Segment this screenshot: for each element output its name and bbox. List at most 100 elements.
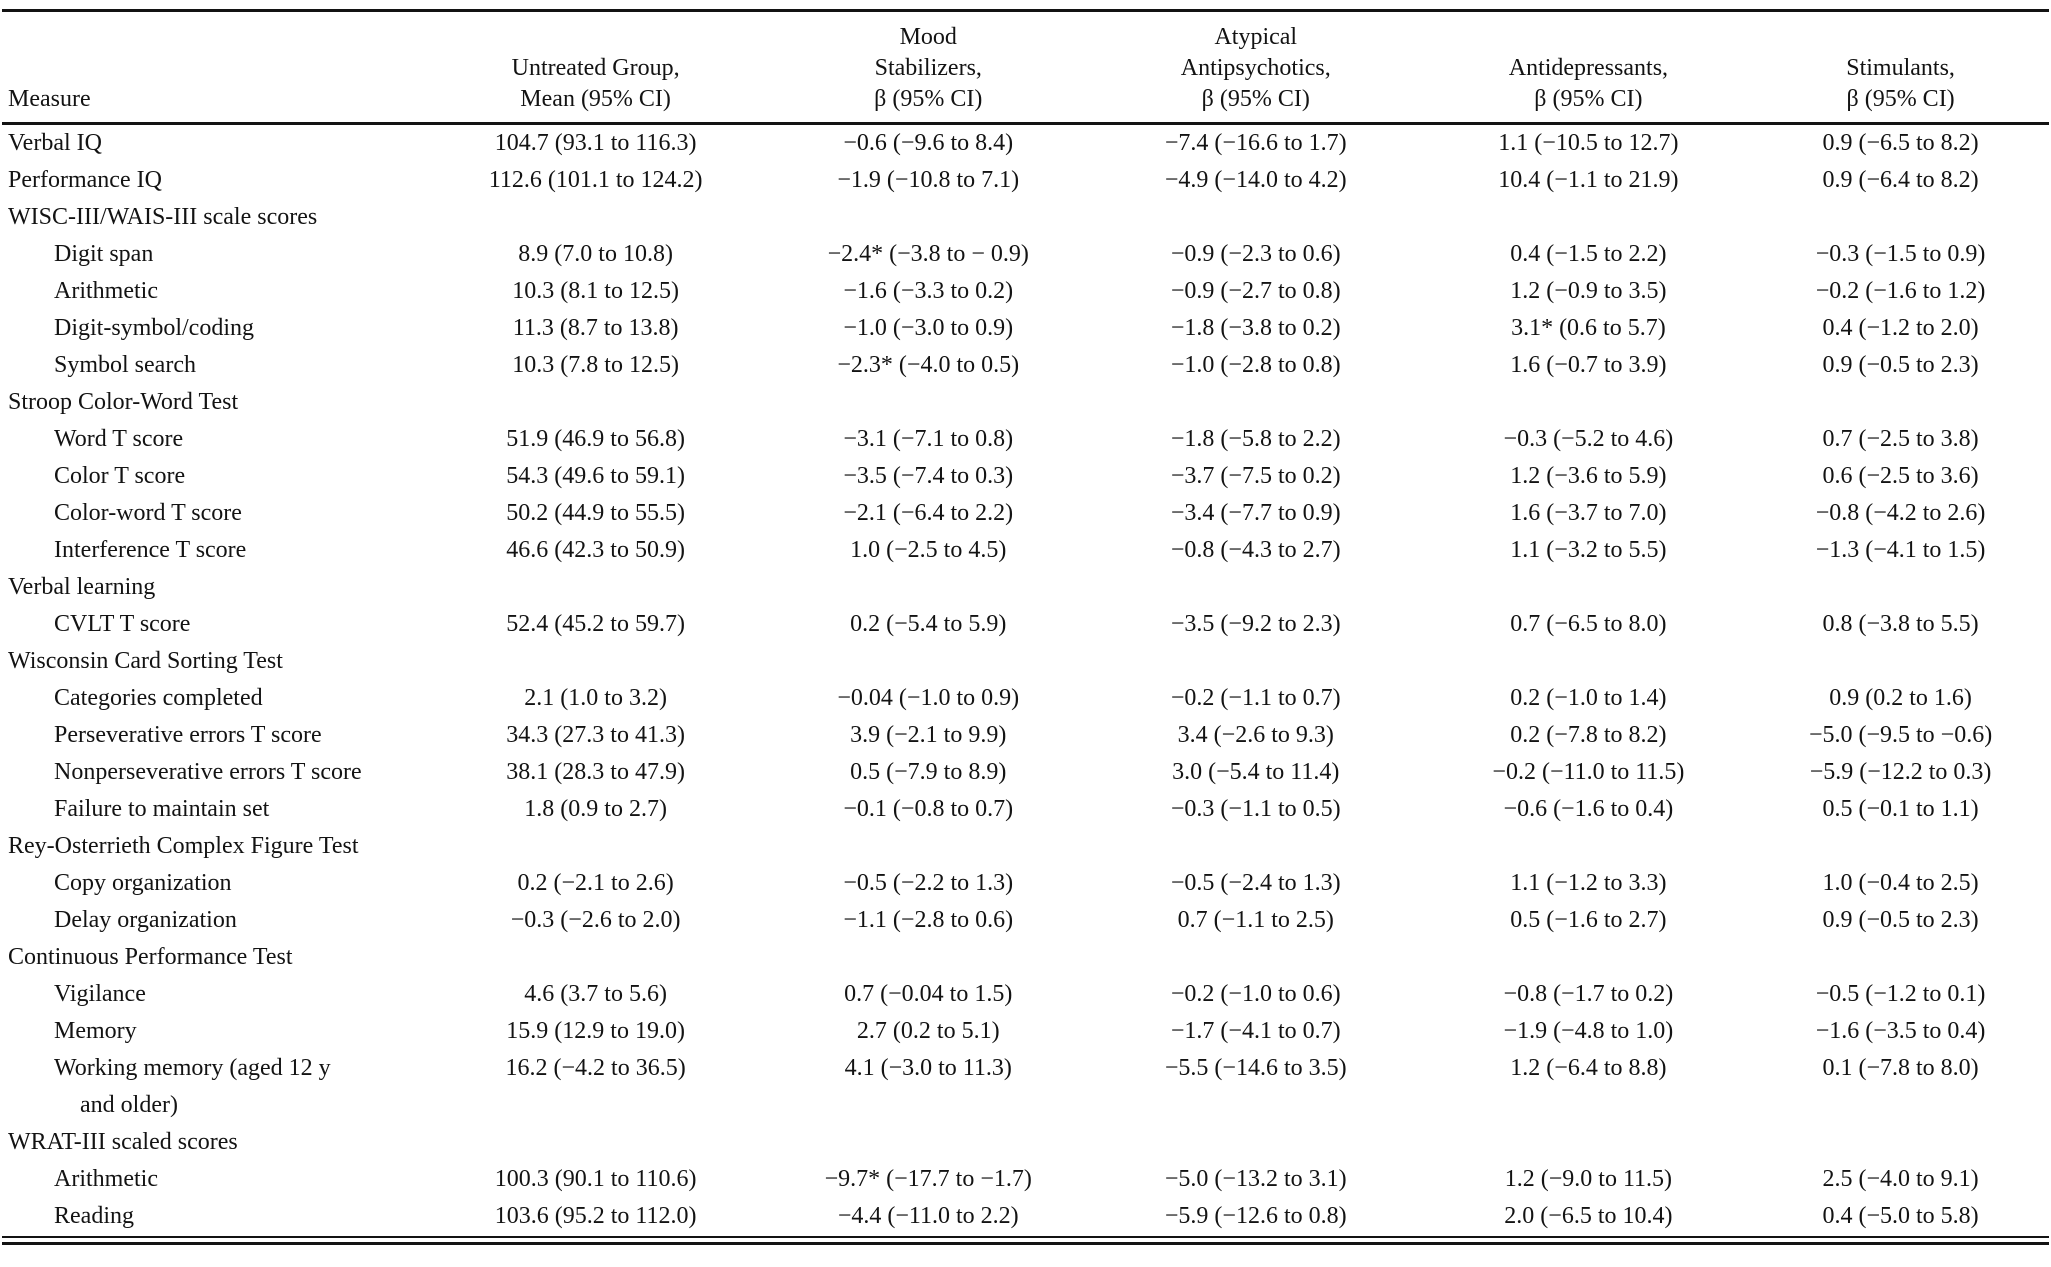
- table-row: Word T score 51.9 (46.9 to 56.8) −3.1 (−7.…: [2, 421, 2049, 458]
- value-cell: −1.3 (−4.1 to 1.5): [1815, 537, 1986, 563]
- measure-cell: Delay organization: [2, 902, 422, 939]
- value-cell: [770, 1124, 1087, 1161]
- table-bottom-rule: [2, 1236, 2049, 1245]
- value-cell: −3.1 (−7.1 to 0.8): [843, 426, 1014, 452]
- measure-label: Arithmetic: [54, 1166, 158, 1192]
- value-cell: 0.9 (0.2 to 1.6): [1829, 685, 1972, 711]
- value-cell: 46.6 (42.3 to 50.9): [506, 537, 685, 563]
- column-header: Mood Stabilizers, β (95% CI): [769, 10, 1087, 125]
- table-row: Nonperseverative errors T score 38.1 (28.…: [2, 754, 2049, 791]
- value-cell: 0.9 (−6.5 to 8.2): [1822, 130, 1979, 156]
- value-cell: −0.3 (−5.2 to 4.6): [1503, 426, 1674, 452]
- value-cell: 0.4 (−5.0 to 5.8): [1822, 1203, 1979, 1229]
- value-cell: 1.2 (−6.4 to 8.8): [1510, 1055, 1667, 1081]
- table-row: Verbal IQ 104.7 (93.1 to 116.3) −0.6 (−9.6…: [2, 124, 2049, 163]
- measure-cell: Arithmetic: [2, 1161, 422, 1198]
- value-cell: −5.9 (−12.6 to 0.8): [1164, 1203, 1347, 1229]
- section-row: Wisconsin Card Sorting Test: [2, 643, 2049, 680]
- measure-cell: Digit span: [2, 236, 422, 273]
- measure-cell: Arithmetic: [2, 273, 422, 310]
- measure-label: Copy organization: [54, 870, 232, 896]
- measure-cell: Digit-symbol/coding: [2, 310, 422, 347]
- table-row: Performance IQ 112.6 (101.1 to 124.2) −1.9…: [2, 162, 2049, 199]
- value-cell: 0.2 (−7.8 to 8.2): [1510, 722, 1667, 748]
- value-cell: 1.2 (−3.6 to 5.9): [1510, 463, 1667, 489]
- value-cell: 54.3 (49.6 to 59.1): [506, 463, 685, 489]
- table-row: Color T score 54.3 (49.6 to 59.1) −3.5 (−7…: [2, 458, 2049, 495]
- measure-label: Wisconsin Card Sorting Test: [8, 648, 283, 674]
- value-cell: 10.4 (−1.1 to 21.9): [1498, 167, 1679, 193]
- column-header-line: Mean (95% CI): [520, 86, 671, 112]
- value-cell: −5.0 (−13.2 to 3.1): [1164, 1166, 1347, 1192]
- table-row: Failure to maintain set 1.8 (0.9 to 2.7) −…: [2, 791, 2049, 828]
- value-cell: −9.7* (−17.7 to −1.7): [824, 1166, 1032, 1192]
- value-cell: −1.0 (−3.0 to 0.9): [843, 315, 1014, 341]
- measure-label: Reading: [54, 1203, 134, 1229]
- column-header-line: Antidepressants,: [1508, 55, 1669, 81]
- table-body: Verbal IQ 104.7 (93.1 to 116.3) −0.6 (−9.6…: [2, 124, 2049, 1236]
- value-cell: [1087, 199, 1425, 236]
- value-cell: [1752, 939, 2049, 976]
- value-cell: −0.9 (−2.3 to 0.6): [1170, 241, 1341, 267]
- measure-cell: Performance IQ: [2, 162, 422, 199]
- value-cell: 104.7 (93.1 to 116.3): [494, 130, 697, 156]
- table-row: Memory 15.9 (12.9 to 19.0) 2.7 (0.2 to 5.1…: [2, 1013, 2049, 1050]
- value-cell: −2.4* (−3.8 to − 0.9): [827, 241, 1029, 267]
- value-cell: 0.4 (−1.5 to 2.2): [1510, 241, 1667, 267]
- value-cell: [422, 199, 770, 236]
- value-cell: 3.1* (0.6 to 5.7): [1511, 315, 1666, 341]
- value-cell: −0.6 (−9.6 to 8.4): [843, 130, 1014, 156]
- value-cell: 112.6 (101.1 to 124.2): [488, 167, 703, 193]
- measure-label: Digit span: [54, 241, 154, 267]
- value-cell: 2.0 (−6.5 to 10.4): [1504, 1203, 1673, 1229]
- value-cell: 0.5 (−7.9 to 8.9): [850, 759, 1007, 785]
- measure-label: Verbal IQ: [8, 130, 102, 156]
- measure-label: Categories completed: [54, 685, 263, 711]
- measure-cell: Color T score: [2, 458, 422, 495]
- value-cell: 103.6 (95.2 to 112.0): [494, 1203, 697, 1229]
- value-cell: [1087, 384, 1425, 421]
- measure-cell: Word T score: [2, 421, 422, 458]
- measure-label: and older): [80, 1092, 178, 1118]
- table-row: Categories completed 2.1 (1.0 to 3.2) −0.0…: [2, 680, 2049, 717]
- table-row: Digit span 8.9 (7.0 to 10.8) −2.4* (−3.8 t…: [2, 236, 2049, 273]
- measure-label: Rey-Osterrieth Complex Figure Test: [8, 833, 359, 859]
- value-cell: [770, 939, 1087, 976]
- value-cell: 1.8 (0.9 to 2.7): [524, 796, 667, 822]
- value-cell: 1.6 (−0.7 to 3.9): [1510, 352, 1667, 378]
- column-header-line: β (95% CI): [1534, 86, 1643, 112]
- value-cell: −0.2 (−1.6 to 1.2): [1815, 278, 1986, 304]
- measure-cell: Copy organization: [2, 865, 422, 902]
- value-cell: −1.9 (−4.8 to 1.0): [1503, 1018, 1674, 1044]
- value-cell: 0.7 (−1.1 to 2.5): [1177, 907, 1334, 933]
- value-cell: −3.5 (−9.2 to 2.3): [1170, 611, 1341, 637]
- measure-label: Perseverative errors T score: [54, 722, 322, 748]
- value-cell: 0.4 (−1.2 to 2.0): [1822, 315, 1979, 341]
- table-header: Measure Untreated Group, Mean (95% CI) Mood…: [2, 10, 2049, 125]
- value-cell: −2.1 (−6.4 to 2.2): [843, 500, 1014, 526]
- column-header-line: Antipsychotics,: [1180, 55, 1331, 81]
- value-cell: 1.1 (−10.5 to 12.7): [1498, 130, 1679, 156]
- table-row: Interference T score 46.6 (42.3 to 50.9) 1…: [2, 532, 2049, 569]
- value-cell: [770, 828, 1087, 865]
- value-cell: 0.2 (−2.1 to 2.6): [517, 870, 674, 896]
- measure-label: Performance IQ: [8, 167, 162, 193]
- section-row: Verbal learning: [2, 569, 2049, 606]
- value-cell: −1.6 (−3.3 to 0.2): [843, 278, 1014, 304]
- column-header: Untreated Group, Mean (95% CI): [421, 10, 770, 125]
- value-cell: [422, 828, 770, 865]
- measure-label: Color T score: [54, 463, 186, 489]
- value-cell: 3.4 (−2.6 to 9.3): [1177, 722, 1334, 748]
- measure-label: Memory: [54, 1018, 137, 1044]
- value-cell: 0.7 (−6.5 to 8.0): [1510, 611, 1667, 637]
- value-cell: −1.7 (−4.1 to 0.7): [1170, 1018, 1341, 1044]
- measure-label: Color-word T score: [54, 500, 242, 526]
- measure-label: Interference T score: [54, 537, 247, 563]
- value-cell: 0.2 (−1.0 to 1.4): [1510, 685, 1667, 711]
- measure-label: Word T score: [54, 426, 184, 452]
- value-cell: −0.2 (−1.0 to 0.6): [1170, 981, 1341, 1007]
- measure-label: Digit-symbol/coding: [54, 315, 254, 341]
- section-row: Continuous Performance Test: [2, 939, 2049, 976]
- header-row: Measure Untreated Group, Mean (95% CI) Mood…: [2, 10, 2049, 125]
- value-cell: −3.7 (−7.5 to 0.2): [1170, 463, 1341, 489]
